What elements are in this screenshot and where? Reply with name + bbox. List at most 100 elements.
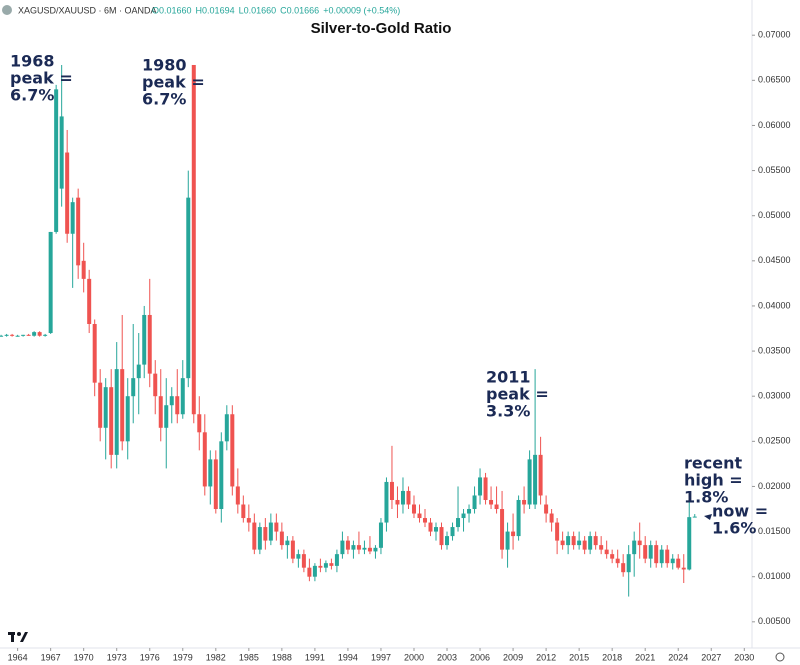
candle-body <box>422 518 427 523</box>
candle-body <box>389 481 394 500</box>
candle-body <box>26 334 31 336</box>
candle-body <box>15 335 20 337</box>
annotation: peak = <box>486 385 549 404</box>
annotation: 2011 <box>486 368 531 387</box>
candle-body <box>340 540 345 555</box>
candle-body <box>626 554 631 573</box>
x-tick-label: 2006 <box>470 652 490 662</box>
candle-body <box>197 414 202 433</box>
candle-body <box>362 547 367 550</box>
x-tick-label: 2009 <box>503 652 523 662</box>
y-tick-label: 0.05500 <box>758 165 791 175</box>
candle-body <box>467 509 472 514</box>
candle-body <box>637 540 642 546</box>
candle-body <box>186 197 191 379</box>
candle-body <box>4 334 9 336</box>
candle-body <box>571 536 576 546</box>
candle-body <box>114 369 119 455</box>
candle-body <box>312 565 317 577</box>
candle-body <box>87 278 92 324</box>
candle-body <box>109 387 114 455</box>
chart-title: Silver-to-Gold Ratio <box>311 20 452 37</box>
x-tick-label: 1964 <box>8 652 28 662</box>
candle-body <box>356 545 361 550</box>
candle-body <box>406 490 411 505</box>
candle-body <box>43 334 48 336</box>
x-tick-label: 1997 <box>371 652 391 662</box>
candle-body <box>224 414 229 442</box>
candle-body <box>246 518 251 523</box>
x-tick-label: 2021 <box>635 652 655 662</box>
x-tick-label: 1985 <box>239 652 259 662</box>
candle-body <box>202 432 207 487</box>
candle-body <box>538 454 543 496</box>
candle-body <box>175 396 180 415</box>
ohlc-readout: H0.01694 <box>196 5 235 15</box>
settings-icon[interactable] <box>775 652 785 662</box>
x-tick-label: 2018 <box>602 652 622 662</box>
candle-body <box>263 527 268 541</box>
x-tick-label: 2030 <box>734 652 754 662</box>
ohlc-readout: L0.01660 <box>239 5 277 15</box>
candle-body <box>549 513 554 523</box>
x-tick-label: 2027 <box>701 652 721 662</box>
candle-body <box>593 536 598 546</box>
candle-body <box>434 527 439 532</box>
y-tick-label: 0.05000 <box>758 210 791 220</box>
y-tick-label: 0.04500 <box>758 255 791 265</box>
candle-body <box>345 540 350 550</box>
candle-body <box>279 531 284 546</box>
candle-body <box>395 499 400 505</box>
candle-body <box>48 231 53 334</box>
candle-body <box>158 396 163 428</box>
candle-body <box>494 504 499 510</box>
candle-body <box>588 536 593 550</box>
y-tick-label: 0.02500 <box>758 436 791 446</box>
candle-body <box>692 516 697 518</box>
x-tick-label: 1994 <box>338 652 358 662</box>
candle-body <box>208 459 213 487</box>
candle-body <box>516 499 521 537</box>
annotation: recent <box>684 454 742 473</box>
candle-body <box>373 547 378 552</box>
annotation: 1968 <box>10 52 55 71</box>
candle-body <box>511 531 516 537</box>
candle-body <box>681 567 686 570</box>
x-tick-label: 1988 <box>272 652 292 662</box>
candle-body <box>621 563 626 573</box>
candle-body <box>98 382 103 428</box>
symbol-icon <box>2 5 12 15</box>
candle-body <box>648 545 653 559</box>
candle-body <box>461 513 466 519</box>
candle-body <box>367 547 372 552</box>
candle-body <box>472 495 477 510</box>
candle-body <box>290 540 295 559</box>
y-tick-label: 0.06500 <box>758 75 791 85</box>
annotation: 6.7% <box>142 90 186 109</box>
candle-body <box>555 522 560 541</box>
candle-body <box>92 324 97 383</box>
candle-body <box>54 89 59 232</box>
y-tick-label: 0.01000 <box>758 571 791 581</box>
candle-body <box>500 509 505 550</box>
x-tick-label: 2012 <box>536 652 556 662</box>
candle-body <box>610 554 615 559</box>
y-tick-label: 0.03500 <box>758 345 791 355</box>
candle-body <box>522 499 527 505</box>
annotation: 1980 <box>142 56 187 75</box>
ohlc-readout: C0.01666 <box>280 5 319 15</box>
candle-body <box>257 527 262 550</box>
candle-body <box>417 513 422 519</box>
candle-body <box>478 477 483 496</box>
candle-body <box>241 504 246 519</box>
candle-body <box>456 518 461 528</box>
y-tick-label: 0.02000 <box>758 481 791 491</box>
candle-body <box>136 364 141 379</box>
annotation: 6.7% <box>10 86 54 105</box>
candle-body <box>527 459 532 505</box>
annotation: 3.3% <box>486 402 530 421</box>
x-tick-label: 1970 <box>74 652 94 662</box>
candle-body <box>120 369 125 442</box>
candle-body <box>566 536 571 546</box>
candle-body <box>230 414 235 487</box>
